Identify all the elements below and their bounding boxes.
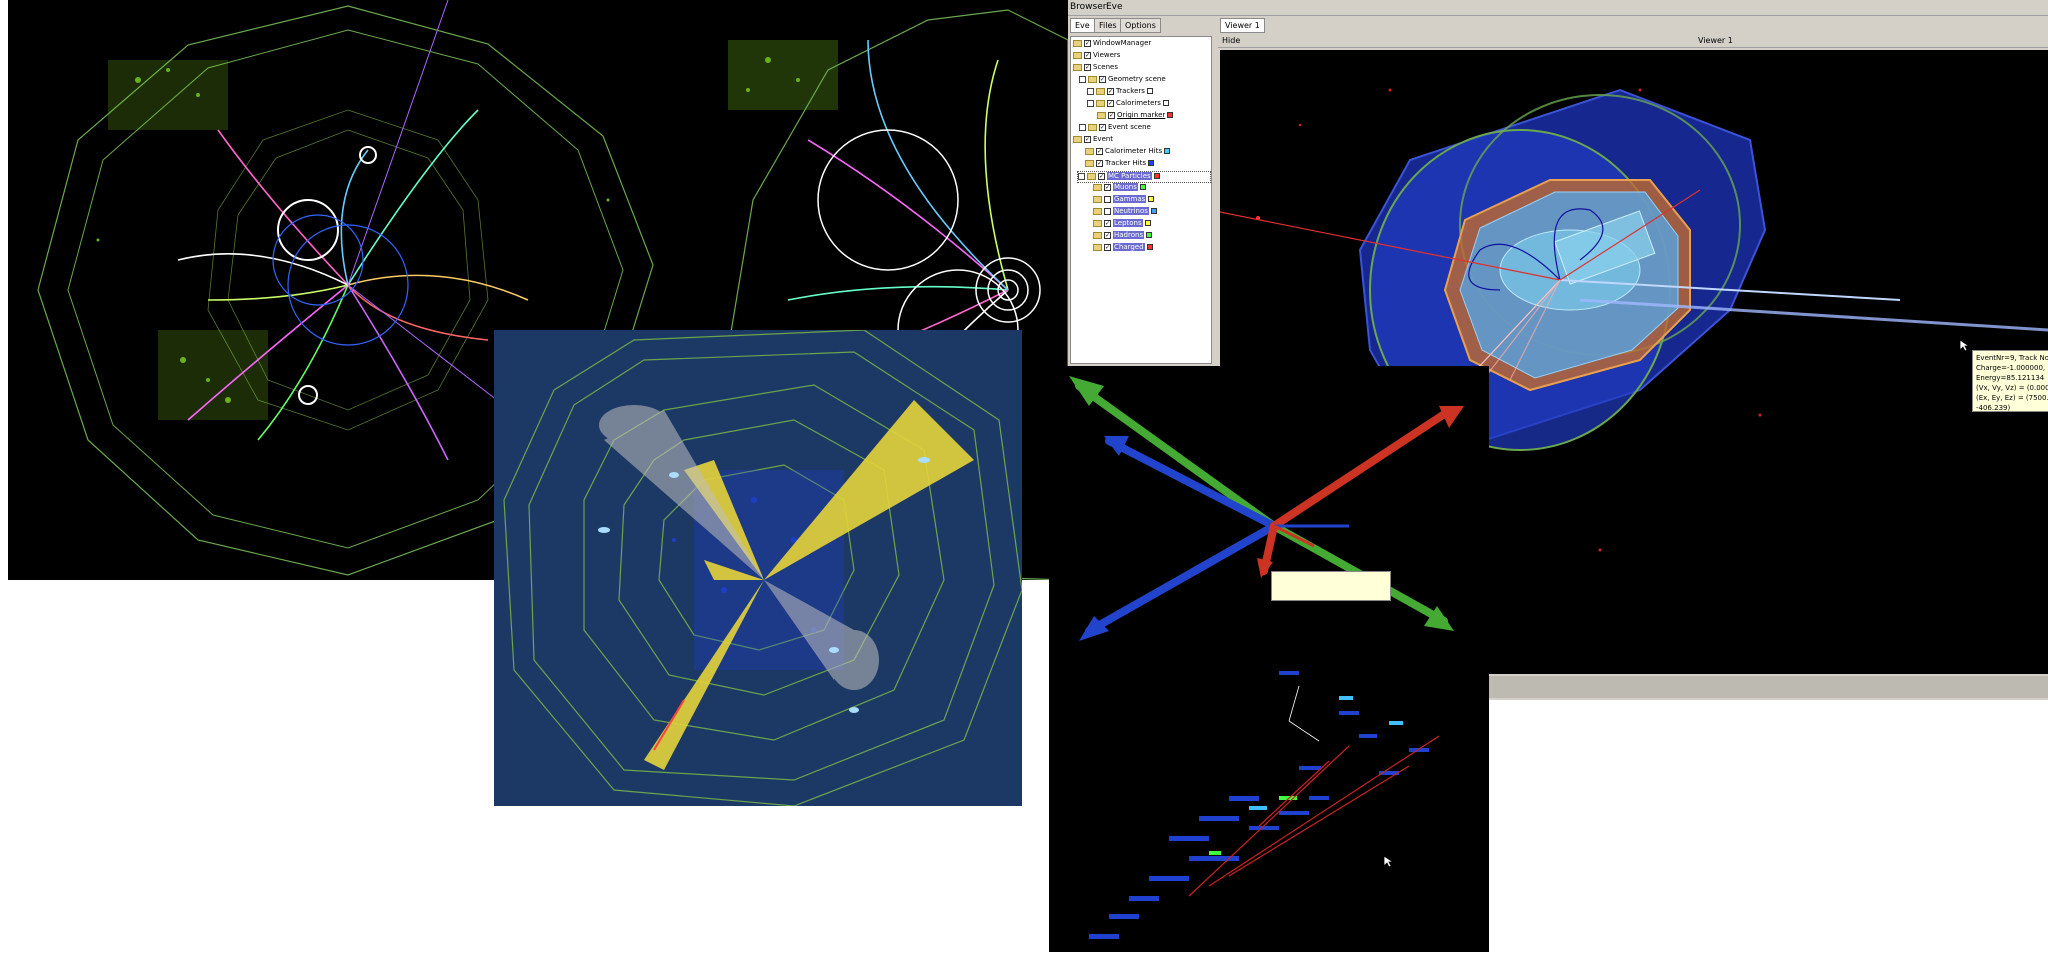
tree-item-charged[interactable]: ✓ Charged xyxy=(1093,243,1153,255)
checkbox-checked-icon[interactable]: ✓ xyxy=(1104,183,1111,191)
viewer-tab-bar: Viewer 1 xyxy=(1218,18,2048,34)
color-swatch[interactable] xyxy=(1164,148,1171,154)
tree-item-mc-particles[interactable]: ✓ MC Particles xyxy=(1077,171,1211,183)
checkbox-checked-icon[interactable]: ✓ xyxy=(1084,39,1091,47)
jet-cone-view xyxy=(494,330,1022,806)
folder-icon xyxy=(1073,39,1082,47)
color-swatch[interactable] xyxy=(1153,173,1160,179)
checkbox-checked-icon[interactable]: ✓ xyxy=(1084,51,1091,59)
color-swatch[interactable] xyxy=(1148,196,1155,202)
collapse-icon[interactable] xyxy=(1078,172,1085,180)
axes-track-tooltip xyxy=(1271,571,1391,601)
tree-item-viewers[interactable]: ✓ Viewers xyxy=(1073,51,1120,63)
color-swatch[interactable] xyxy=(1146,244,1153,250)
expand-icon[interactable] xyxy=(1087,99,1094,107)
folder-icon xyxy=(1087,172,1096,180)
menu-browser[interactable]: Browser xyxy=(1070,2,1107,12)
checkbox-checked-icon[interactable]: ✓ xyxy=(1099,75,1106,83)
folder-icon xyxy=(1093,207,1102,215)
checkbox-unchecked-icon[interactable] xyxy=(1104,207,1111,215)
mouse-cursor-icon xyxy=(1384,856,1394,868)
checkbox-checked-icon[interactable]: ✓ xyxy=(1104,243,1111,251)
mouse-cursor-icon xyxy=(1960,340,1970,352)
tab-files[interactable]: Files xyxy=(1094,18,1122,33)
menu-eve[interactable]: Eve xyxy=(1106,2,1123,12)
checkbox-checked-icon[interactable]: ✓ xyxy=(1104,219,1111,227)
axes-lego-view xyxy=(1049,366,1489,952)
folder-icon xyxy=(1085,147,1094,155)
tree-item-gammas[interactable]: Gammas xyxy=(1093,195,1155,207)
tree-item-hadrons[interactable]: ✓ Hadrons xyxy=(1093,231,1153,243)
checkbox-checked-icon[interactable]: ✓ xyxy=(1108,111,1115,119)
checkbox-checked-icon[interactable]: ✓ xyxy=(1107,87,1114,95)
tree-item-leptons[interactable]: ✓ Leptons xyxy=(1093,219,1151,231)
checkbox-checked-icon[interactable]: ✓ xyxy=(1098,172,1105,180)
checkbox-checked-icon[interactable]: ✓ xyxy=(1096,147,1103,155)
viewer-title: Viewer 1 xyxy=(1698,36,1733,45)
folder-icon xyxy=(1093,219,1102,227)
tab-options[interactable]: Options xyxy=(1120,18,1161,33)
tree-item-calorimeters[interactable]: ✓ Calorimeters xyxy=(1087,99,1169,111)
tree-item-event[interactable]: ✓ Event xyxy=(1073,135,1113,147)
tab-viewer-1[interactable]: Viewer 1 xyxy=(1220,18,1265,33)
color-swatch[interactable] xyxy=(1148,160,1155,166)
color-swatch[interactable] xyxy=(1150,208,1157,214)
folder-icon xyxy=(1093,243,1102,251)
tree-item-windowmanager[interactable]: ✓ WindowManager xyxy=(1073,39,1151,51)
left-tab-bar: Eve Files Options xyxy=(1068,18,1212,34)
folder-icon xyxy=(1096,87,1105,95)
color-swatch[interactable] xyxy=(1162,100,1169,106)
folder-icon xyxy=(1073,135,1082,143)
color-swatch[interactable] xyxy=(1167,112,1174,118)
tree-item-origin-marker[interactable]: ✓ Origin marker xyxy=(1097,111,1174,123)
tree-item-scenes[interactable]: ✓ Scenes xyxy=(1073,63,1118,75)
menu-bar: Browser Eve xyxy=(1068,0,2048,16)
checkbox-checked-icon[interactable]: ✓ xyxy=(1099,123,1106,131)
folder-icon xyxy=(1093,231,1102,239)
expand-icon[interactable] xyxy=(1079,123,1086,131)
viewer-header: Hide Viewer 1 xyxy=(1218,34,2048,48)
eve-browser-window: Browser Eve Eve Files Options ✓ WindowMan… xyxy=(1068,0,2048,700)
eve-list-tree: ✓ WindowManager ✓ Viewers ✓ Scenes ✓ Geometr… xyxy=(1070,36,1212,364)
folder-icon xyxy=(1093,195,1102,203)
track-info-tooltip: EventNr=9, Track No.=16 Charge=-1.000000… xyxy=(1972,350,2048,422)
expand-icon[interactable] xyxy=(1087,87,1094,95)
tree-item-event-scene[interactable]: ✓ Event scene xyxy=(1079,123,1151,135)
tree-item-trackers[interactable]: ✓ Trackers xyxy=(1087,87,1153,99)
folder-icon xyxy=(1096,99,1105,107)
color-swatch[interactable] xyxy=(1139,184,1146,190)
color-swatch[interactable] xyxy=(1146,232,1153,238)
color-swatch[interactable] xyxy=(1146,88,1153,94)
checkbox-checked-icon[interactable]: ✓ xyxy=(1084,63,1091,71)
folder-icon xyxy=(1085,159,1094,167)
checkbox-unchecked-icon[interactable] xyxy=(1104,195,1111,203)
expand-icon[interactable] xyxy=(1079,75,1086,83)
checkbox-checked-icon[interactable]: ✓ xyxy=(1107,99,1114,107)
tree-item-calorimeter-hits[interactable]: ✓ Calorimeter Hits xyxy=(1085,147,1171,159)
checkbox-checked-icon[interactable]: ✓ xyxy=(1104,231,1111,239)
checkbox-checked-icon[interactable]: ✓ xyxy=(1096,159,1103,167)
tree-item-muons[interactable]: ✓ Muons xyxy=(1093,183,1146,195)
folder-icon xyxy=(1073,51,1082,59)
folder-icon xyxy=(1097,111,1106,119)
folder-icon xyxy=(1073,63,1082,71)
folder-icon xyxy=(1093,183,1102,191)
checkbox-checked-icon[interactable]: ✓ xyxy=(1084,135,1091,143)
tab-eve[interactable]: Eve xyxy=(1070,18,1095,33)
scene-icon xyxy=(1088,123,1097,131)
scene-icon xyxy=(1088,75,1097,83)
tree-item-tracker-hits[interactable]: ✓ Tracker Hits xyxy=(1085,159,1155,171)
color-swatch[interactable] xyxy=(1144,220,1151,226)
hide-button[interactable]: Hide xyxy=(1222,36,1241,45)
tree-item-neutrinos[interactable]: Neutrinos xyxy=(1093,207,1157,219)
tree-item-geometry-scene[interactable]: ✓ Geometry scene xyxy=(1079,75,1166,87)
